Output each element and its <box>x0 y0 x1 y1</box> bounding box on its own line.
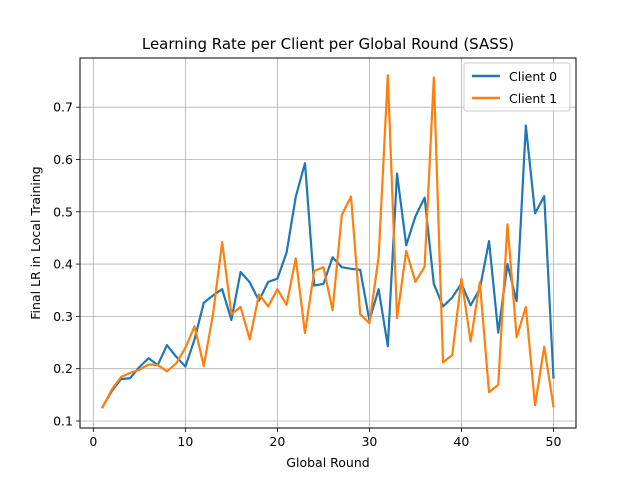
x-tick-label: 40 <box>453 434 469 449</box>
legend-label-client-0: Client 0 <box>509 69 557 84</box>
y-tick-label: 0.2 <box>53 361 73 376</box>
y-tick-label: 0.1 <box>53 413 73 428</box>
y-axis-label: Final LR in Local Training <box>28 166 43 319</box>
y-tick-label: 0.7 <box>53 100 73 115</box>
series-line-client-1 <box>101 74 555 409</box>
legend-label-client-1: Client 1 <box>509 91 557 106</box>
x-tick-label: 50 <box>546 434 562 449</box>
x-axis-label: Global Round <box>286 455 369 470</box>
x-tick-label: 30 <box>361 434 377 449</box>
y-axis: 0.1 0.2 0.3 0.4 0.5 0.6 0.7 <box>53 100 80 428</box>
x-tick-label: 20 <box>269 434 285 449</box>
y-tick-label: 0.4 <box>53 257 73 272</box>
legend: Client 0 Client 1 <box>463 62 571 112</box>
x-axis: 0 10 20 30 40 50 <box>89 428 561 449</box>
x-tick-label: 0 <box>89 434 97 449</box>
chart-title: Learning Rate per Client per Global Roun… <box>142 35 514 53</box>
series-group <box>101 74 555 409</box>
x-tick-label: 10 <box>177 434 193 449</box>
plot-frame <box>79 57 577 429</box>
y-tick-label: 0.5 <box>53 204 73 219</box>
y-tick-label: 0.3 <box>53 309 73 324</box>
y-tick-label: 0.6 <box>53 152 73 167</box>
